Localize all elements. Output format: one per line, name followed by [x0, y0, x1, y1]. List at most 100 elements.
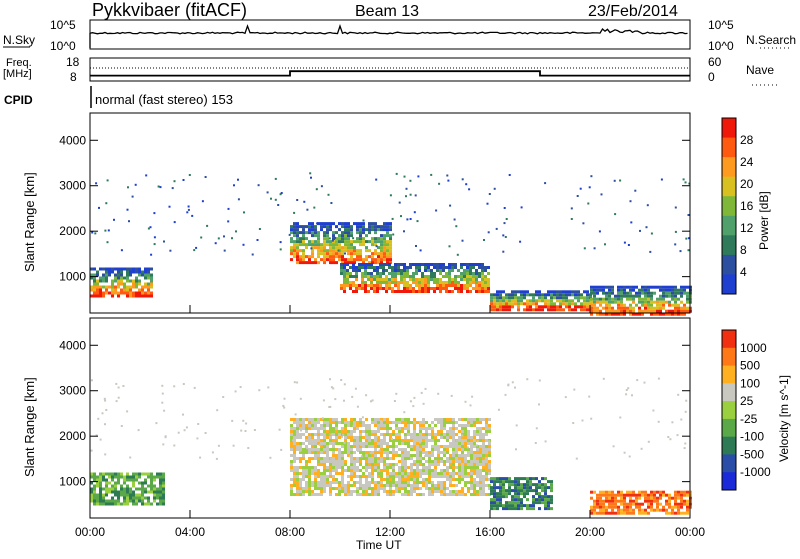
heatmap-cell	[389, 478, 392, 481]
heatmap-cell	[314, 240, 317, 244]
heatmap-cell	[466, 263, 469, 266]
heatmap-cell	[502, 489, 505, 493]
heatmap-cell	[308, 424, 311, 427]
heatmap-cell	[403, 275, 406, 278]
heatmap-cell	[443, 424, 446, 427]
heatmap-cell	[311, 243, 314, 247]
heatmap-cell	[138, 499, 141, 503]
heatmap-cell	[163, 240, 165, 243]
heatmap-cell	[438, 447, 441, 450]
heatmap-cell	[93, 279, 96, 283]
heatmap-cell	[674, 243, 677, 246]
heatmap-cell	[467, 439, 470, 442]
heatmap-cell	[425, 469, 428, 472]
heatmap-cell	[502, 486, 505, 490]
heatmap-cell	[626, 294, 629, 298]
heatmap-cell	[201, 200, 204, 203]
heatmap-cell	[380, 451, 383, 454]
heatmap-cell	[517, 302, 520, 306]
heatmap-cell	[476, 472, 479, 475]
heatmap-cell	[562, 290, 565, 294]
heatmap-cell	[629, 499, 632, 503]
colorbar-segment	[722, 436, 736, 455]
heatmap-cell	[311, 222, 314, 226]
heatmap-cell	[341, 234, 344, 238]
heatmap-cell	[431, 427, 434, 430]
heatmap-cell	[134, 183, 137, 186]
heatmap-cell	[371, 255, 374, 259]
heatmap-cell	[302, 421, 305, 424]
heatmap-cell	[419, 436, 422, 439]
heatmap-cell	[380, 460, 383, 463]
heatmap-cell	[93, 273, 96, 277]
heatmap-cell	[386, 472, 389, 475]
heatmap-cell	[473, 436, 476, 439]
colorbar-segment	[722, 418, 736, 438]
heatmap-cell	[449, 478, 452, 481]
heatmap-cell	[683, 288, 686, 292]
heatmap-cell	[401, 457, 404, 460]
heatmap-cell	[353, 463, 356, 466]
heatmap-cell	[126, 285, 129, 289]
heatmap-cell	[332, 234, 335, 238]
heatmap-cell	[374, 460, 377, 463]
heatmap-cell	[293, 225, 296, 229]
heatmap-cell	[538, 293, 541, 297]
heatmap-cell	[383, 240, 386, 244]
heatmap-cell	[437, 484, 440, 487]
heatmap-cell	[493, 299, 496, 303]
heatmap-cell	[371, 478, 374, 481]
heatmap-cell	[105, 409, 108, 411]
heatmap-cell	[461, 434, 464, 437]
heatmap-cell	[686, 309, 689, 313]
heatmap-cell	[461, 475, 464, 478]
heatmap-cell	[565, 290, 568, 294]
heatmap-cell	[377, 475, 380, 478]
heatmap-cell	[145, 174, 148, 177]
heatmap-cell	[419, 249, 422, 252]
heatmap-cell	[280, 192, 283, 194]
heatmap-cell	[377, 445, 380, 448]
heatmap-cell	[323, 460, 326, 463]
heatmap-cell	[293, 445, 296, 448]
heatmap-cell	[317, 261, 320, 265]
heatmap-cell	[341, 258, 344, 262]
heatmap-cell	[476, 427, 479, 430]
heatmap-cell	[523, 302, 526, 306]
heatmap-cell	[470, 442, 473, 445]
heatmap-cell	[499, 480, 502, 484]
heatmap-cell	[353, 466, 356, 469]
heatmap-cell	[386, 421, 389, 424]
heatmap-cell	[117, 276, 120, 280]
heatmap-cell	[608, 312, 611, 316]
heatmap-cell	[356, 481, 359, 484]
heatmap-cell	[484, 290, 487, 293]
heatmap-cell	[302, 442, 305, 445]
heatmap-cell	[611, 306, 614, 310]
heatmap-cell	[368, 436, 371, 439]
heatmap-cell	[401, 454, 404, 457]
y-tick-label: 4000	[59, 338, 86, 352]
heatmap-cell	[299, 484, 302, 487]
heatmap-cell	[153, 236, 156, 239]
heatmap-cell	[141, 502, 144, 506]
heatmap-cell	[502, 480, 505, 484]
heatmap-cell	[458, 445, 461, 448]
heatmap-cell	[508, 507, 511, 511]
heatmap-cell	[162, 475, 165, 479]
heatmap-cell	[641, 300, 644, 304]
heatmap-cell	[311, 225, 314, 229]
heatmap-cell	[668, 511, 671, 515]
heatmap-cell	[335, 261, 338, 265]
heatmap-cell	[94, 232, 97, 235]
heatmap-cell	[290, 436, 293, 439]
heatmap-cell	[632, 499, 635, 503]
heatmap-cell	[132, 499, 135, 503]
heatmap-cell	[413, 439, 416, 442]
colorbar-segment	[722, 454, 736, 473]
heatmap-cell	[343, 281, 346, 284]
heatmap-cell	[356, 490, 359, 493]
heatmap-cell	[550, 498, 553, 502]
heatmap-cell	[482, 481, 485, 484]
heatmap-cell	[361, 275, 364, 278]
